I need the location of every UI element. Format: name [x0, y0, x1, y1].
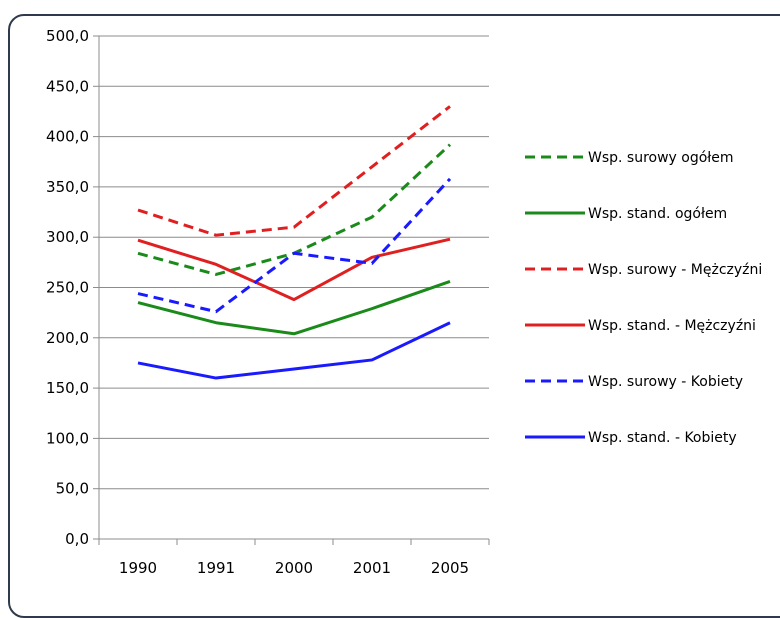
- legend-label: Wsp. surowy ogółem: [588, 150, 734, 166]
- y-tick-label: 0,0: [65, 530, 89, 548]
- series-line: [137, 321, 451, 380]
- x-tick-labels: 1990 1991 2000 2001 2005: [119, 559, 469, 577]
- series-line: [137, 237, 451, 302]
- series-line: [137, 105, 451, 237]
- x-tick-label: 2005: [431, 559, 469, 577]
- legend-label: Wsp. stand. - Kobiety: [588, 430, 737, 446]
- x-tick-label: 1990: [119, 559, 157, 577]
- y-tick-labels: 0,0 50,0 100,0 150,0 200,0 250,0 300,0 350,0 400…: [46, 27, 89, 548]
- legend-label: Wsp. stand. ogółem: [588, 206, 727, 222]
- y-tick-label: 50,0: [56, 480, 89, 498]
- x-tick-label: 2000: [275, 559, 313, 577]
- gridlines: [99, 35, 489, 490]
- y-tick-label: 400,0: [46, 128, 89, 146]
- y-tick-label: 250,0: [46, 279, 89, 297]
- series-lines: [137, 105, 452, 380]
- y-tick-label: 200,0: [46, 329, 89, 347]
- y-tick-label: 350,0: [46, 178, 89, 196]
- line-chart: 0,0 50,0 100,0 150,0 200,0 250,0 300,0 350,0 400…: [46, 27, 762, 577]
- y-tick-label: 100,0: [46, 429, 89, 447]
- legend-label: Wsp. surowy - Kobiety: [588, 374, 743, 390]
- y-tick-label: 300,0: [46, 228, 89, 246]
- legend: Wsp. surowy ogółem Wsp. stand. ogółem Wsp.…: [525, 150, 762, 446]
- y-tick-label: 500,0: [46, 27, 89, 45]
- legend-label: Wsp. stand. - Mężczyźni: [588, 318, 756, 334]
- x-tick-label: 1991: [197, 559, 235, 577]
- y-tick-label: 150,0: [46, 379, 89, 397]
- legend-label: Wsp. surowy - Mężczyźni: [588, 262, 762, 278]
- axes: [93, 35, 490, 545]
- y-tick-label: 450,0: [46, 77, 89, 95]
- chart-frame: [8, 14, 780, 618]
- series-line: [137, 280, 451, 336]
- series-line: [137, 177, 452, 314]
- x-tick-label: 2001: [353, 559, 391, 577]
